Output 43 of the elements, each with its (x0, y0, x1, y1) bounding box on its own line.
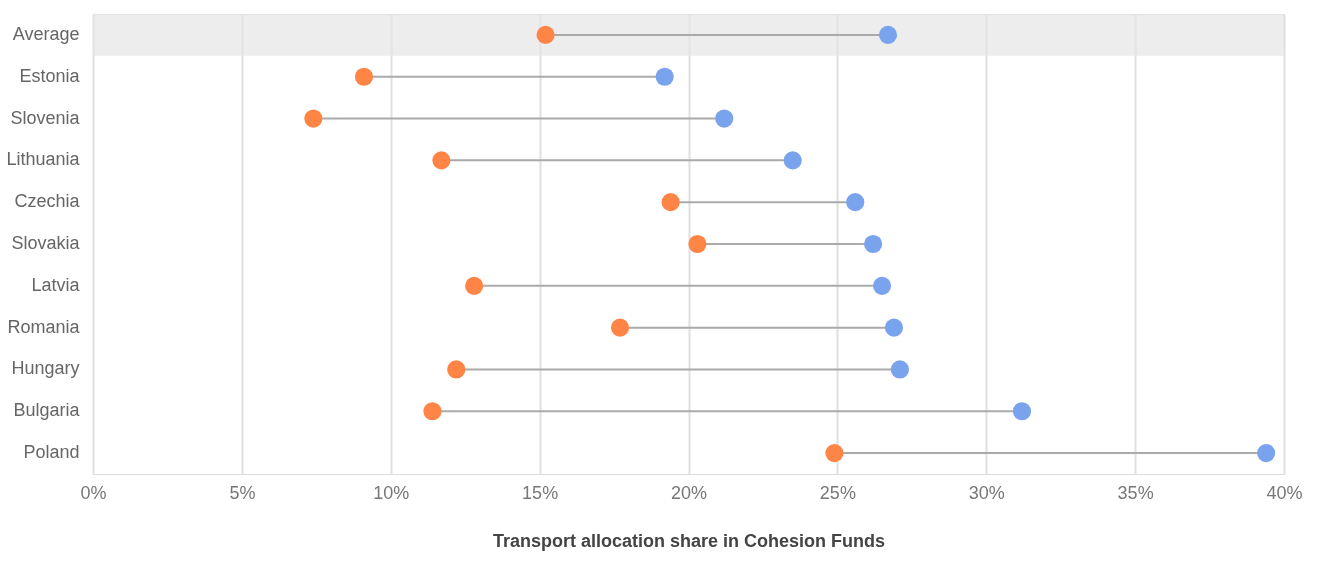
point (1257, 444, 1276, 463)
x-tick-label: 5% (229, 482, 256, 503)
x-tick-label: 25% (819, 482, 856, 503)
point (423, 402, 442, 421)
x-tick-label: 35% (1117, 482, 1154, 503)
point (783, 151, 802, 170)
point (447, 360, 466, 379)
point (715, 109, 734, 128)
point (655, 67, 674, 86)
point (878, 25, 898, 44)
y-tick-label: Slovakia (11, 233, 81, 253)
point (688, 234, 707, 254)
x-tick-label: 0% (80, 482, 107, 503)
point (536, 25, 555, 44)
point (354, 67, 374, 86)
x-tick-label: 20% (670, 482, 708, 503)
y-tick-label: Poland (23, 442, 80, 463)
y-tick-label: Bulgaria (13, 400, 81, 421)
y-tick-label: Hungary (11, 358, 80, 379)
x-tick-label: 10% (373, 482, 410, 503)
y-tick-label: Romania (7, 316, 81, 337)
point (432, 151, 451, 170)
y-tick-label: Czechia (14, 191, 81, 212)
point (465, 276, 484, 295)
point (825, 444, 844, 463)
x-tick-label: 40% (1266, 482, 1303, 503)
x-tick-label: 30% (968, 482, 1005, 503)
y-tick-label: Lithuania (6, 149, 81, 170)
y-tick-label: Latvia (31, 274, 81, 295)
y-tick-label: Slovenia (10, 107, 81, 128)
point (864, 234, 883, 254)
point (890, 360, 909, 379)
point (872, 276, 892, 295)
point (661, 193, 680, 212)
point (846, 193, 865, 212)
point (610, 318, 630, 337)
y-tick-label: Estonia (19, 65, 81, 86)
point (1012, 402, 1032, 421)
point (304, 109, 323, 128)
point (884, 318, 904, 337)
x-axis-title: Transport allocation share in Cohesion Funds (492, 530, 886, 551)
x-tick-label: 15% (522, 482, 559, 503)
y-tick-label: Average (12, 23, 80, 44)
